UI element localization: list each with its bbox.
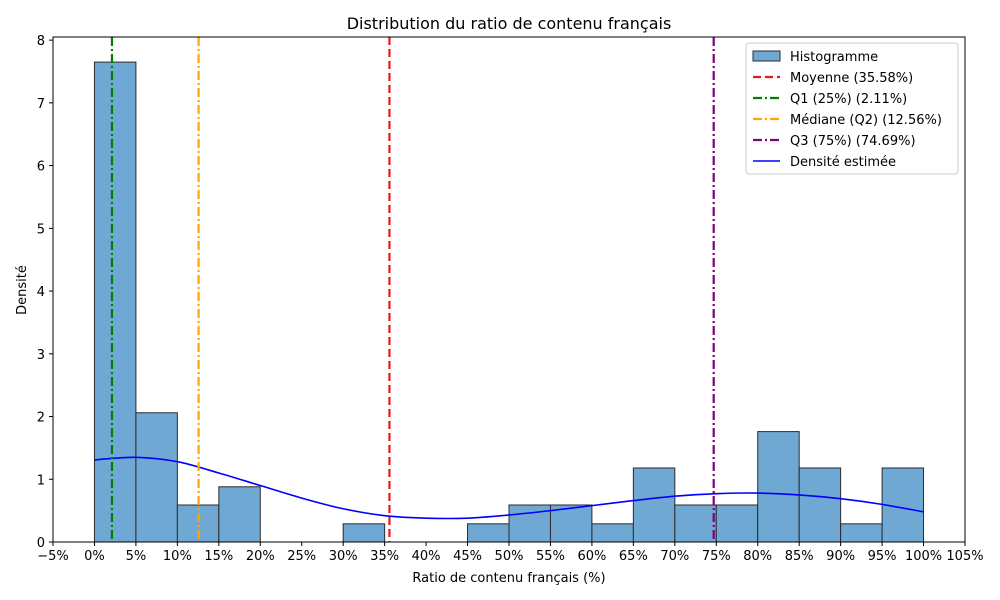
y-tick-label: 5 [37, 222, 45, 237]
x-tick-label: 15% [204, 549, 233, 564]
histogram-bar-18 [840, 523, 883, 543]
histogram-bar-1 [135, 412, 178, 543]
x-tick-label: 105% [946, 549, 983, 564]
legend-box [745, 42, 959, 175]
y-tick-label: 3 [37, 348, 45, 363]
y-tick-label: 6 [37, 160, 45, 175]
y-tick-label: 7 [37, 97, 45, 112]
x-tick-label: 20% [246, 549, 275, 564]
x-tick-label: 55% [536, 549, 565, 564]
x-tick-label: 100% [905, 549, 942, 564]
density-curve [94, 456, 924, 520]
chart-title: Distribution du ratio de contenu françai… [347, 14, 672, 33]
legend-label: Q3 (75%) (74.69%) [790, 134, 916, 149]
legend: Histogramme Moyenne (35.58%) Q1 (25%) (2.1… [745, 42, 959, 175]
y-axis: 0 1 2 3 4 5 6 7 8 [37, 34, 53, 551]
histogram-bar-9 [467, 523, 510, 543]
histogram-bar-3 [218, 486, 261, 543]
legend-label: Q1 (25%) (2.11%) [790, 92, 907, 107]
y-tick-label: 0 [37, 536, 45, 551]
histogram-bar-12 [591, 523, 634, 543]
x-tick-label: 85% [785, 549, 814, 564]
x-tick-label: 40% [412, 549, 441, 564]
histogram-bar-14 [674, 504, 717, 543]
x-tick-label: 0% [84, 549, 105, 564]
y-tick-label: 4 [37, 285, 45, 300]
legend-label: Moyenne (35.58%) [790, 71, 913, 86]
legend-label: Histogramme [790, 50, 878, 65]
x-tick-label: 65% [619, 549, 648, 564]
y-tick-label: 2 [37, 411, 45, 426]
x-tick-label: 75% [702, 549, 731, 564]
x-tick-label: 70% [660, 549, 689, 564]
histogram-bar-16 [757, 431, 800, 543]
legend-swatch-histogram [752, 50, 781, 62]
histogram-bar-17 [798, 467, 842, 543]
x-tick-label: 5% [126, 549, 147, 564]
legend-label: Densité estimée [790, 155, 896, 170]
statistic-lines [110, 37, 715, 542]
x-tick-label: 50% [495, 549, 524, 564]
histogram-bar-11 [549, 504, 593, 543]
x-tick-label: 35% [370, 549, 399, 564]
x-tick-label: 45% [453, 549, 482, 564]
x-tick-label: 25% [287, 549, 316, 564]
x-tick-label: 30% [329, 549, 358, 564]
x-tick-label: −5% [37, 549, 69, 564]
x-tick-label: 95% [868, 549, 897, 564]
x-axis-label: Ratio de contenu français (%) [412, 571, 605, 586]
y-tick-label: 8 [37, 34, 45, 49]
x-tick-label: 80% [743, 549, 772, 564]
y-tick-label: 1 [37, 473, 45, 488]
x-tick-label: 60% [577, 549, 606, 564]
legend-label: Médiane (Q2) (12.56%) [790, 113, 942, 128]
x-tick-label: 10% [163, 549, 192, 564]
y-axis-label: Densité [15, 265, 30, 315]
density-curve-group [94, 456, 924, 520]
histogram-bar-15 [715, 504, 759, 543]
x-axis: −5% 0% 5% 10% 15% 20% 25% 30% 35% 40% 45% 50% 55% 60%… [37, 542, 984, 564]
histogram-bar-0 [93, 61, 137, 543]
x-tick-label: 90% [826, 549, 855, 564]
histogram-bar-13 [632, 467, 676, 543]
histogram-bar-6 [342, 523, 386, 543]
